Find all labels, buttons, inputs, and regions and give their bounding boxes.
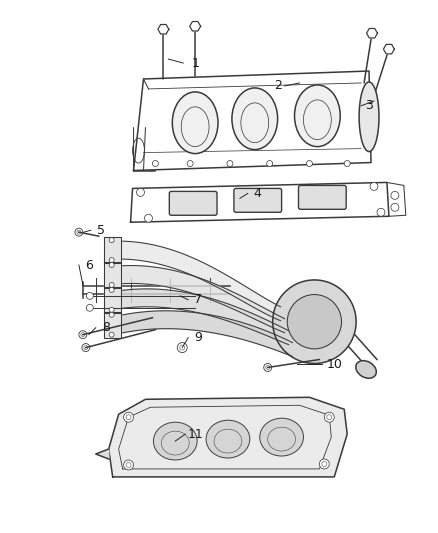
Polygon shape [190, 21, 201, 31]
Text: 1: 1 [191, 56, 199, 70]
Polygon shape [158, 25, 169, 34]
FancyBboxPatch shape [170, 191, 217, 215]
Text: 2: 2 [274, 79, 282, 92]
Circle shape [109, 238, 114, 243]
Ellipse shape [294, 85, 340, 147]
FancyBboxPatch shape [298, 185, 346, 209]
Ellipse shape [232, 88, 278, 150]
Circle shape [79, 330, 87, 338]
Polygon shape [119, 241, 281, 321]
Circle shape [324, 412, 334, 422]
Polygon shape [119, 265, 285, 333]
Text: 4: 4 [254, 187, 261, 200]
Circle shape [177, 343, 187, 352]
Circle shape [370, 182, 378, 190]
Ellipse shape [356, 361, 376, 378]
Ellipse shape [273, 280, 356, 364]
Polygon shape [104, 287, 120, 313]
Polygon shape [104, 312, 120, 337]
Circle shape [124, 412, 134, 422]
Circle shape [75, 228, 83, 236]
Text: 10: 10 [326, 358, 342, 371]
Circle shape [109, 287, 114, 293]
Circle shape [319, 459, 329, 469]
Circle shape [109, 257, 114, 263]
Circle shape [391, 191, 399, 199]
Circle shape [145, 214, 152, 222]
Ellipse shape [359, 82, 379, 151]
Ellipse shape [260, 418, 304, 456]
Ellipse shape [287, 295, 342, 349]
Text: 5: 5 [97, 224, 105, 237]
Ellipse shape [172, 92, 218, 154]
Circle shape [137, 188, 145, 196]
Circle shape [86, 293, 93, 300]
Polygon shape [367, 28, 378, 38]
Circle shape [86, 304, 93, 311]
Text: 6: 6 [85, 259, 93, 271]
Text: 9: 9 [194, 331, 202, 344]
Circle shape [109, 282, 114, 287]
Circle shape [124, 460, 134, 470]
Polygon shape [119, 311, 293, 357]
Polygon shape [119, 289, 289, 345]
Text: 7: 7 [194, 293, 202, 306]
Text: 11: 11 [187, 427, 203, 441]
Circle shape [267, 160, 273, 166]
Polygon shape [383, 44, 394, 54]
Circle shape [391, 203, 399, 211]
Circle shape [227, 160, 233, 166]
Circle shape [109, 332, 114, 337]
FancyBboxPatch shape [234, 188, 282, 212]
Circle shape [264, 364, 272, 372]
Circle shape [344, 160, 350, 166]
Circle shape [109, 308, 114, 312]
Polygon shape [109, 397, 347, 477]
Circle shape [109, 263, 114, 268]
Circle shape [187, 160, 193, 166]
Circle shape [109, 312, 114, 317]
Circle shape [307, 160, 312, 166]
Ellipse shape [153, 422, 197, 460]
Circle shape [377, 208, 385, 216]
Polygon shape [104, 262, 120, 288]
Polygon shape [104, 237, 120, 263]
Text: 8: 8 [102, 321, 110, 334]
Text: 3: 3 [365, 99, 373, 112]
Ellipse shape [206, 420, 250, 458]
Polygon shape [96, 449, 109, 459]
Circle shape [82, 344, 90, 352]
Circle shape [152, 160, 159, 166]
